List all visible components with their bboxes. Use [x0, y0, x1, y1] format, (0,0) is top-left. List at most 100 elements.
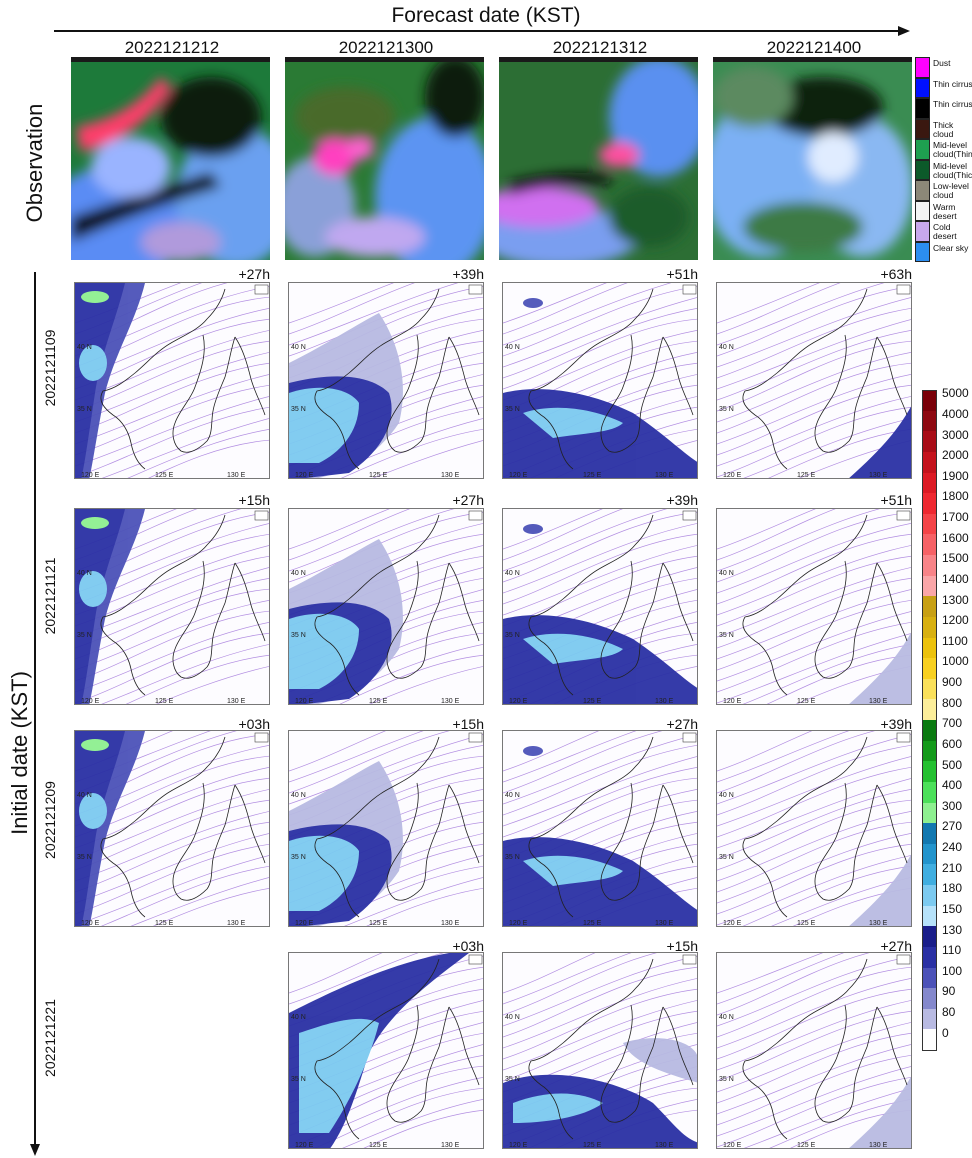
colorbar-label: 270	[942, 819, 963, 834]
rgb-legend-label: Thin cirrus	[933, 99, 972, 109]
colorbar-label: 1100	[942, 633, 968, 648]
longitude-tick-label: 125 E	[369, 472, 388, 479]
forecast-map-panel: 40 N 35 N 120 E 125 E 130 E	[288, 730, 484, 927]
rgb-legend-item: Dust	[915, 57, 972, 78]
forecast-map-panel: 40 N 35 N 120 E 125 E 130 E	[716, 282, 912, 479]
latitude-tick-label: 40 N	[291, 570, 306, 577]
colorbar-swatch	[922, 802, 937, 824]
latitude-tick-label: 35 N	[77, 632, 92, 639]
colorbar-swatch	[922, 534, 937, 556]
colorbar-label: 150	[942, 901, 963, 916]
longitude-tick-label: 130 E	[441, 698, 460, 705]
longitude-tick-label: 125 E	[583, 698, 602, 705]
longitude-tick-label: 120 E	[295, 920, 314, 927]
rgb-legend-swatch	[915, 221, 930, 242]
initial-date-label-2: 2022121121	[42, 557, 58, 635]
longitude-tick-label: 130 E	[869, 698, 888, 705]
colorbar-swatch	[922, 926, 937, 948]
latitude-tick-label: 35 N	[77, 406, 92, 413]
longitude-tick-label: 125 E	[369, 1142, 388, 1149]
forecast-map-panel: 40 N 35 N 120 E 125 E 130 E	[502, 282, 698, 479]
colorbar-label: 110	[942, 943, 962, 958]
lead-time-label: +51h	[880, 492, 912, 508]
rgb-legend-label: Mid-level cloud(Thin)	[933, 140, 972, 159]
rgb-legend-swatch	[915, 57, 930, 78]
latitude-tick-label: 35 N	[291, 406, 306, 413]
longitude-tick-label: 120 E	[509, 698, 528, 705]
latitude-tick-label: 40 N	[719, 570, 734, 577]
longitude-tick-label: 130 E	[655, 920, 674, 927]
forecast-date-4: 2022121400	[766, 38, 862, 57]
colorbar-swatch	[922, 431, 937, 453]
forecast-date-2: 2022121300	[338, 38, 434, 57]
latitude-tick-label: 40 N	[77, 344, 92, 351]
latitude-tick-label: 35 N	[291, 854, 306, 861]
colorbar-label: 80	[942, 1005, 956, 1020]
observation-image-1	[71, 57, 270, 260]
forecast-date-title: Forecast date (KST)	[391, 4, 581, 27]
colorbar-label: 300	[942, 798, 963, 813]
rgb-legend-label: Thick cloud	[933, 119, 954, 139]
colorbar-label: 1000	[942, 654, 969, 669]
observation-label: Observation	[22, 103, 47, 223]
observation-image-3	[499, 57, 698, 260]
longitude-tick-label: 125 E	[155, 698, 174, 705]
longitude-tick-label: 120 E	[723, 698, 742, 705]
initial-date-label-1: 2022121109	[42, 329, 58, 407]
colorbar-label: 130	[942, 922, 963, 937]
latitude-tick-label: 35 N	[719, 1076, 734, 1083]
longitude-tick-label: 130 E	[227, 920, 246, 927]
colorbar-label: 1900	[942, 468, 969, 483]
forecast-map-panel: 40 N 35 N 120 E 125 E 130 E	[288, 508, 484, 705]
colorbar-label: 900	[942, 675, 963, 690]
lead-time-label: +27h	[880, 938, 912, 954]
rgb-legend-swatch	[915, 241, 930, 262]
forecast-date-3: 2022121312	[552, 38, 648, 57]
lead-time-label: +63h	[880, 266, 912, 282]
longitude-tick-label: 130 E	[869, 920, 888, 927]
colorbar-label: 210	[942, 860, 963, 875]
colorbar-label: 700	[942, 716, 963, 731]
colorbar-label: 1300	[942, 592, 969, 607]
lead-time-label: +39h	[666, 492, 698, 508]
initial-date-arrow-icon	[30, 272, 40, 1156]
rgb-legend-swatch	[915, 98, 930, 119]
lead-time-label: +27h	[452, 492, 484, 508]
colorbar-label: 1700	[942, 510, 969, 525]
latitude-tick-label: 35 N	[77, 854, 92, 861]
colorbar-label: 500	[942, 757, 963, 772]
colorbar-label: 100	[942, 963, 963, 978]
rgb-legend-item: Thin cirrus	[915, 77, 972, 98]
lead-time-label: +39h	[880, 716, 912, 732]
longitude-tick-label: 120 E	[723, 920, 742, 927]
colorbar-swatch	[922, 658, 937, 680]
rgb-legend-swatch	[915, 77, 930, 98]
latitude-tick-label: 35 N	[291, 1076, 306, 1083]
colorbar-label: 3000	[942, 427, 969, 442]
colorbar-swatch	[922, 493, 937, 515]
colorbar-swatch	[922, 513, 937, 535]
lead-time-label: +15h	[666, 938, 698, 954]
colorbar-label: 1800	[942, 489, 969, 504]
initial-date-label-3: 2022121209	[42, 781, 58, 859]
colorbar-label: 1600	[942, 530, 969, 545]
colorbar-swatch	[922, 843, 937, 865]
colorbar-label: 0	[942, 1025, 949, 1040]
colorbar-swatch	[922, 390, 937, 412]
longitude-tick-label: 120 E	[81, 920, 100, 927]
longitude-tick-label: 130 E	[441, 920, 460, 927]
longitude-tick-label: 130 E	[227, 698, 246, 705]
latitude-tick-label: 35 N	[719, 632, 734, 639]
longitude-tick-label: 130 E	[441, 472, 460, 479]
latitude-tick-label: 40 N	[77, 570, 92, 577]
colorbar-label: 2000	[942, 448, 969, 463]
rgb-legend-swatch	[915, 139, 930, 160]
forecast-map-panel: 40 N 35 N 120 E 125 E 130 E	[502, 508, 698, 705]
latitude-tick-label: 35 N	[505, 1076, 520, 1083]
colorbar-swatch	[922, 451, 937, 473]
latitude-tick-label: 40 N	[505, 344, 520, 351]
rgb-legend-label: Mid-level cloud(Thick	[933, 160, 972, 180]
colorbar-swatch	[922, 678, 937, 700]
colorbar-swatch	[922, 410, 937, 432]
lead-time-label: +03h	[452, 938, 484, 954]
